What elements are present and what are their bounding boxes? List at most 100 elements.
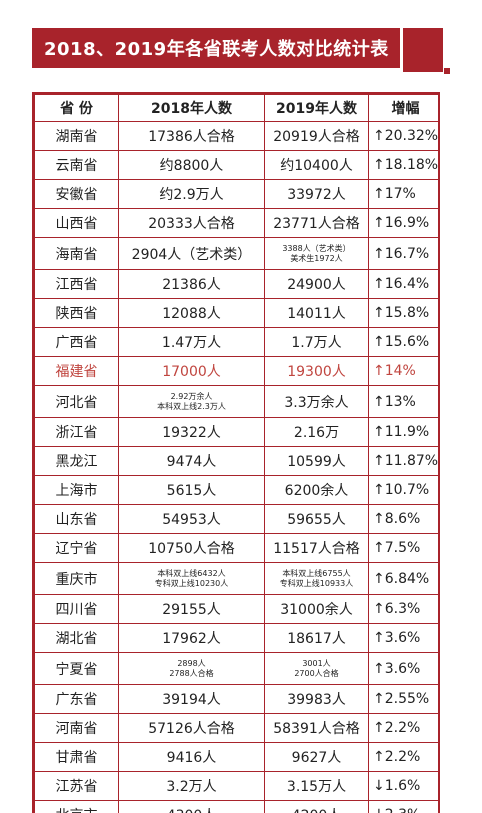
value-2018-cell-line: 本科双上线2.3万人 (157, 401, 226, 411)
value-2018-cell: 20333人合格 (118, 208, 265, 238)
table-row: 云南省 约8800人 约10400人 ↑18.18% (34, 150, 438, 180)
growth-cell: ↑7.5% (368, 533, 438, 563)
table-row: 宁夏省 2898人 2788人合格 3001人 2700人合格 ↑3.6% (34, 652, 438, 685)
value-2019-cell: 3.15万人 (264, 771, 369, 801)
value-2019-cell: 3.3万余人 (264, 385, 369, 418)
value-2018-cell: 57126人合格 (118, 713, 265, 743)
growth-cell: ↑16.9% (368, 208, 438, 238)
growth-cell: ↑2.2% (368, 742, 438, 772)
growth-cell: ↑13% (368, 385, 438, 418)
growth-cell: ↑18.18% (368, 150, 438, 180)
value-2018-cell: 17000人 (118, 356, 265, 386)
value-2018-cell: 5615人 (118, 475, 265, 505)
value-2018-cell: 9416人 (118, 742, 265, 772)
table-row: 北京市4300人4200人↓2.3% (34, 800, 438, 813)
province-cell: 安徽省 (34, 179, 119, 209)
growth-cell: ↑6.84% (368, 562, 438, 595)
value-2018-cell: 1.47万人 (118, 327, 265, 357)
value-2018-cell: 4300人 (118, 800, 265, 813)
value-2019-cell: 9627人 (264, 742, 369, 772)
province-cell: 云南省 (34, 150, 119, 180)
value-2018-cell: 17962人 (118, 623, 265, 653)
province-cell: 江苏省 (34, 771, 119, 801)
value-2018-cell-line: 2898人 (177, 658, 206, 668)
province-cell: 陕西省 (34, 298, 119, 328)
growth-cell: ↑16.4% (368, 269, 438, 299)
value-2018-cell: 2904人（艺术类） (118, 237, 265, 270)
growth-cell: ↑2.2% (368, 713, 438, 743)
province-cell: 湖北省 (34, 623, 119, 653)
table-header-row: 省 份 2018年人数 2019年人数 增幅 (34, 94, 438, 122)
growth-cell: ↑6.3% (368, 594, 438, 624)
value-2018-cell: 54953人 (118, 504, 265, 534)
province-cell: 广西省 (34, 327, 119, 357)
table-row: 重庆市 本科双上线6432人 专科双上线10230人 本科双上线6755人 专科双上线1… (34, 562, 438, 595)
table-row: 广东省 39194人 39983人 ↑2.55% (34, 684, 438, 714)
value-2019-cell: 6200余人 (264, 475, 369, 505)
value-2019-cell-line: 3388人（艺术类） (282, 243, 351, 253)
province-cell: 上海市 (34, 475, 119, 505)
table-row: 安徽省 约2.9万人 33972人 ↑17% (34, 179, 438, 209)
table-row: 甘肃省 9416人 9627人 ↑2.2% (34, 742, 438, 772)
value-2019-cell: 39983人 (264, 684, 369, 714)
growth-cell: ↑11.9% (368, 417, 438, 447)
province-cell: 北京市 (34, 800, 119, 813)
value-2019-cell: 33972人 (264, 179, 369, 209)
growth-cell: ↑14% (368, 356, 438, 386)
header-2019: 2019年人数 (264, 94, 369, 122)
growth-cell: ↓1.6% (368, 771, 438, 801)
table-row: 陕西省 12088人 14011人 ↑15.8% (34, 298, 438, 328)
province-cell: 甘肃省 (34, 742, 119, 772)
table-row: 湖北省 17962人 18617人 ↑3.6% (34, 623, 438, 653)
value-2019-cell-line: 美术生1972人 (290, 253, 343, 263)
value-2018-cell-line: 本科双上线6432人 (157, 568, 226, 578)
value-2018-cell: 17386人合格 (118, 121, 265, 151)
province-cell: 河北省 (34, 385, 119, 418)
province-cell: 四川省 (34, 594, 119, 624)
province-cell: 河南省 (34, 713, 119, 743)
header-growth: 增幅 (368, 94, 438, 122)
value-2019-cell: 10599人 (264, 446, 369, 476)
value-2018-cell: 约8800人 (118, 150, 265, 180)
value-2018-cell: 3.2万人 (118, 771, 265, 801)
growth-cell: ↑11.87% (368, 446, 438, 476)
province-cell: 浙江省 (34, 417, 119, 447)
table-row: 福建省 17000人 19300人 ↑14% (34, 356, 438, 386)
value-2019-cell: 本科双上线6755人 专科双上线10933人 (264, 562, 369, 595)
value-2019-cell: 14011人 (264, 298, 369, 328)
value-2019-cell: 3001人 2700人合格 (264, 652, 369, 685)
province-cell: 宁夏省 (34, 652, 119, 685)
value-2019-cell-line: 专科双上线10933人 (279, 578, 354, 588)
growth-cell: ↑17% (368, 179, 438, 209)
table-row: 河南省 57126人合格 58391人合格 ↑2.2% (34, 713, 438, 743)
province-cell: 湖南省 (34, 121, 119, 151)
table-row: 山西省 20333人合格 23771人合格 ↑16.9% (34, 208, 438, 238)
value-2018-cell: 2.92万余人 本科双上线2.3万人 (118, 385, 265, 418)
value-2018-cell: 39194人 (118, 684, 265, 714)
growth-cell: ↑15.8% (368, 298, 438, 328)
table-row: 江苏省 3.2万人 3.15万人 ↓1.6% (34, 771, 438, 801)
province-cell: 福建省 (34, 356, 119, 386)
value-2019-cell: 4200人 (264, 800, 369, 813)
header-2018: 2018年人数 (118, 94, 265, 122)
value-2018-cell: 2898人 2788人合格 (118, 652, 265, 685)
growth-cell: ↑8.6% (368, 504, 438, 534)
province-cell: 辽宁省 (34, 533, 119, 563)
value-2019-cell: 约10400人 (264, 150, 369, 180)
page-title: 2018、2019年各省联考人数对比统计表 (44, 39, 389, 60)
table-row: 海南省 2904人（艺术类） 3388人（艺术类） 美术生1972人 ↑16.7% (34, 237, 438, 270)
table-row: 上海市 5615人 6200余人 ↑10.7% (34, 475, 438, 505)
value-2018-cell: 19322人 (118, 417, 265, 447)
table-row: 浙江省 19322人 2.16万 ↑11.9% (34, 417, 438, 447)
province-cell: 海南省 (34, 237, 119, 270)
value-2019-cell-line: 2700人合格 (294, 668, 339, 678)
table-body: 湖南省 17386人合格 20919人合格 ↑20.32% 云南省 约8800人 约1040… (34, 121, 438, 813)
province-cell: 山东省 (34, 504, 119, 534)
value-2019-cell: 24900人 (264, 269, 369, 299)
value-2019-cell-line: 3001人 (302, 658, 331, 668)
value-2019-cell: 11517人合格 (264, 533, 369, 563)
province-cell: 黑龙江 (34, 446, 119, 476)
value-2018-cell: 本科双上线6432人 专科双上线10230人 (118, 562, 265, 595)
value-2019-cell: 59655人 (264, 504, 369, 534)
province-cell: 重庆市 (34, 562, 119, 595)
